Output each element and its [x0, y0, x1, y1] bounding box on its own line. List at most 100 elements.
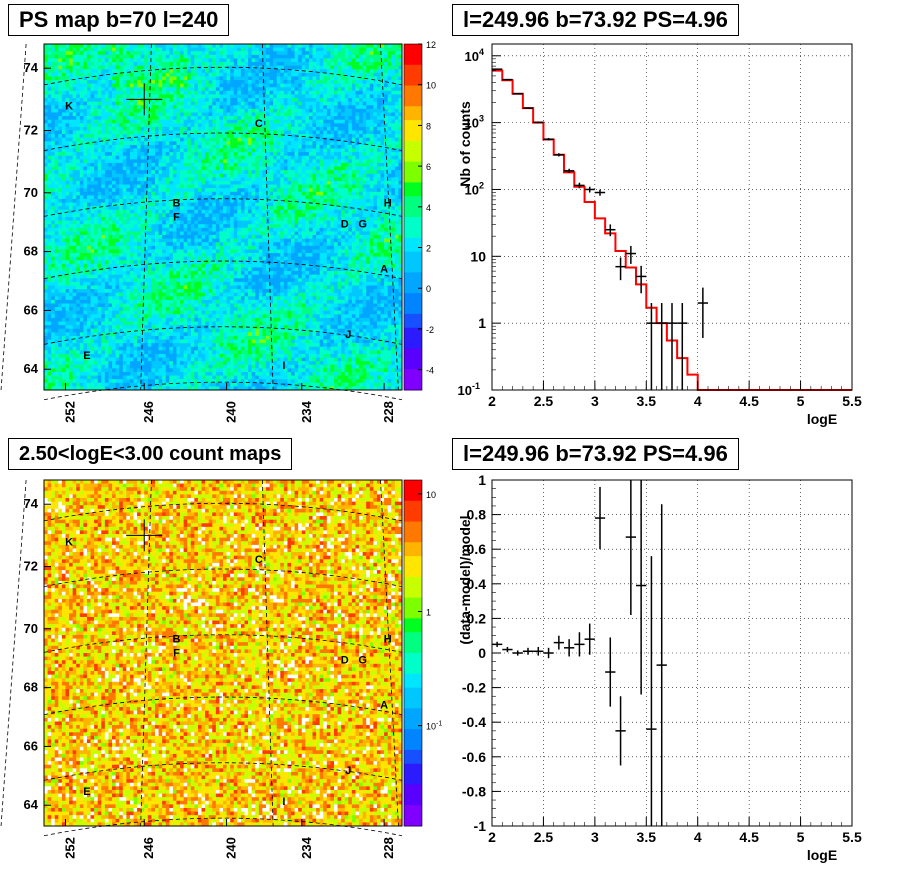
map-x-tick-label: 240 — [224, 401, 239, 423]
spectrum-y-tick-label: 102 — [465, 180, 484, 197]
source-label-c: C — [255, 554, 263, 566]
count-map-title: 2.50<logE<3.00 count maps — [8, 438, 293, 470]
ps_map-palette — [404, 44, 422, 391]
residual-y-tick-label: 0.2 — [467, 610, 487, 626]
count_map-frame — [43, 479, 403, 827]
map-x-tick-label: 246 — [141, 401, 156, 423]
residual-x-tick-label: 3.5 — [637, 829, 657, 845]
source-label-k: K — [65, 537, 73, 549]
ps_map-plot — [44, 44, 403, 391]
count_map-palette — [404, 480, 422, 827]
source-label-d: D — [341, 218, 349, 230]
source-label-e: E — [83, 350, 90, 362]
residual-plot — [491, 479, 852, 827]
map-x-tick-label: 234 — [299, 400, 314, 422]
palette-tick-label: 0 — [426, 284, 431, 294]
source-label-e: E — [83, 786, 90, 798]
spectrum-plot — [491, 44, 852, 391]
residual-y-tick-label: -0.2 — [462, 680, 486, 696]
map-x-tick-label: 252 — [62, 837, 77, 859]
palette-tick-label: 12 — [426, 40, 436, 50]
source-label-a: A — [380, 263, 388, 275]
residual-y-tick-label: -0.8 — [462, 783, 486, 799]
spectrum-x-tick-label: 5 — [797, 393, 805, 409]
source-label-i: I — [282, 796, 285, 808]
residual-x-axis-label: logE — [807, 847, 837, 863]
map-y-tick-label: 72 — [24, 123, 38, 138]
source-label-b: B — [172, 198, 180, 210]
spectrum-x-tick-label: 2.5 — [534, 393, 554, 409]
count_map-palette-frame — [403, 479, 423, 827]
source-label-f: F — [173, 211, 180, 223]
residual-y-tick-label: 0.6 — [467, 541, 487, 557]
map-x-tick-label: 252 — [62, 401, 77, 423]
count_map-graticule — [0, 479, 403, 837]
residual-x-tick-label: 4 — [694, 829, 702, 845]
source-label-b: B — [172, 634, 180, 646]
spectrum-frame — [491, 43, 853, 391]
source-label-g: G — [358, 218, 367, 230]
map-x-tick-label: 228 — [381, 837, 396, 859]
residual-x-tick-label: 3 — [591, 829, 599, 845]
ps_map-frame — [43, 43, 403, 391]
map-y-tick-label: 72 — [24, 559, 38, 574]
palette-tick-label: 10 — [426, 490, 436, 500]
source-label-j: J — [345, 329, 351, 341]
source-label-a: A — [380, 699, 388, 711]
spectrum-x-tick-label: 3.5 — [637, 393, 657, 409]
spectrum-x-tick-label: 3 — [591, 393, 599, 409]
ps_map-palette-frame — [403, 43, 423, 391]
spectrum-x-axis-label: logE — [807, 411, 837, 427]
source-label-i: I — [282, 360, 285, 372]
map-y-tick-label: 68 — [24, 244, 38, 259]
spectrum-y-tick-label: 103 — [465, 114, 484, 131]
residual-y-tick-label: 1 — [478, 472, 486, 488]
spectrum-x-tick-label: 4.5 — [739, 393, 759, 409]
residual-y-axis-label: (data-model)/model — [457, 515, 473, 644]
map-y-tick-label: 70 — [24, 621, 38, 636]
spectrum-x-tick-label: 5.5 — [842, 393, 862, 409]
palette-tick-label: 1 — [426, 607, 431, 617]
palette-tick-label: -2 — [426, 325, 434, 335]
spectrum-x-tick-label: 2 — [488, 393, 496, 409]
source-label-j: J — [345, 765, 351, 777]
residual-x-tick-label: 5.5 — [842, 829, 862, 845]
spectrum-title: l=249.96 b=73.92 PS=4.96 — [452, 4, 739, 36]
map-y-tick-label: 70 — [24, 185, 38, 200]
residual-x-tick-label: 2.5 — [534, 829, 554, 845]
palette-tick-label: 10-1 — [426, 721, 442, 732]
spectrum-y-tick-label: 10-1 — [458, 381, 480, 398]
map-y-tick-label: 66 — [24, 738, 38, 753]
map-x-tick-label: 246 — [141, 837, 156, 859]
source-label-d: D — [341, 654, 349, 666]
palette-tick-label: 10 — [426, 81, 436, 91]
spectrum-y-axis-label: Nb of counts — [457, 101, 473, 187]
residual-y-tick-label: -1 — [474, 818, 487, 834]
map-y-tick-label: 66 — [24, 302, 38, 317]
map-y-tick-label: 74 — [24, 60, 39, 75]
source-label-g: G — [358, 654, 367, 666]
count_map-plot — [44, 480, 403, 827]
palette-tick-label: 8 — [426, 121, 431, 131]
residual-y-tick-label: -0.4 — [462, 714, 486, 730]
residual-x-tick-label: 2 — [488, 829, 496, 845]
residual-x-tick-label: 5 — [797, 829, 805, 845]
source-label-k: K — [65, 101, 73, 113]
source-label-h: H — [384, 198, 392, 210]
residual-y-tick-label: -0.6 — [462, 749, 486, 765]
spectrum-x-tick-label: 4 — [694, 393, 702, 409]
map-y-tick-label: 74 — [24, 496, 39, 511]
ps_map-graticule — [0, 43, 403, 401]
map-y-tick-label: 68 — [24, 680, 38, 695]
ps-map-title: PS map b=70 l=240 — [8, 4, 230, 36]
palette-tick-label: 4 — [426, 203, 431, 213]
map-y-tick-label: 64 — [24, 797, 39, 812]
palette-tick-label: 6 — [426, 162, 431, 172]
residual-title: l=249.96 b=73.92 PS=4.96 — [452, 438, 739, 470]
source-label-c: C — [255, 118, 263, 130]
palette-tick-label: 2 — [426, 244, 431, 254]
map-x-tick-label: 228 — [381, 401, 396, 423]
map-x-tick-label: 240 — [224, 837, 239, 859]
palette-tick-label: -4 — [426, 366, 434, 376]
